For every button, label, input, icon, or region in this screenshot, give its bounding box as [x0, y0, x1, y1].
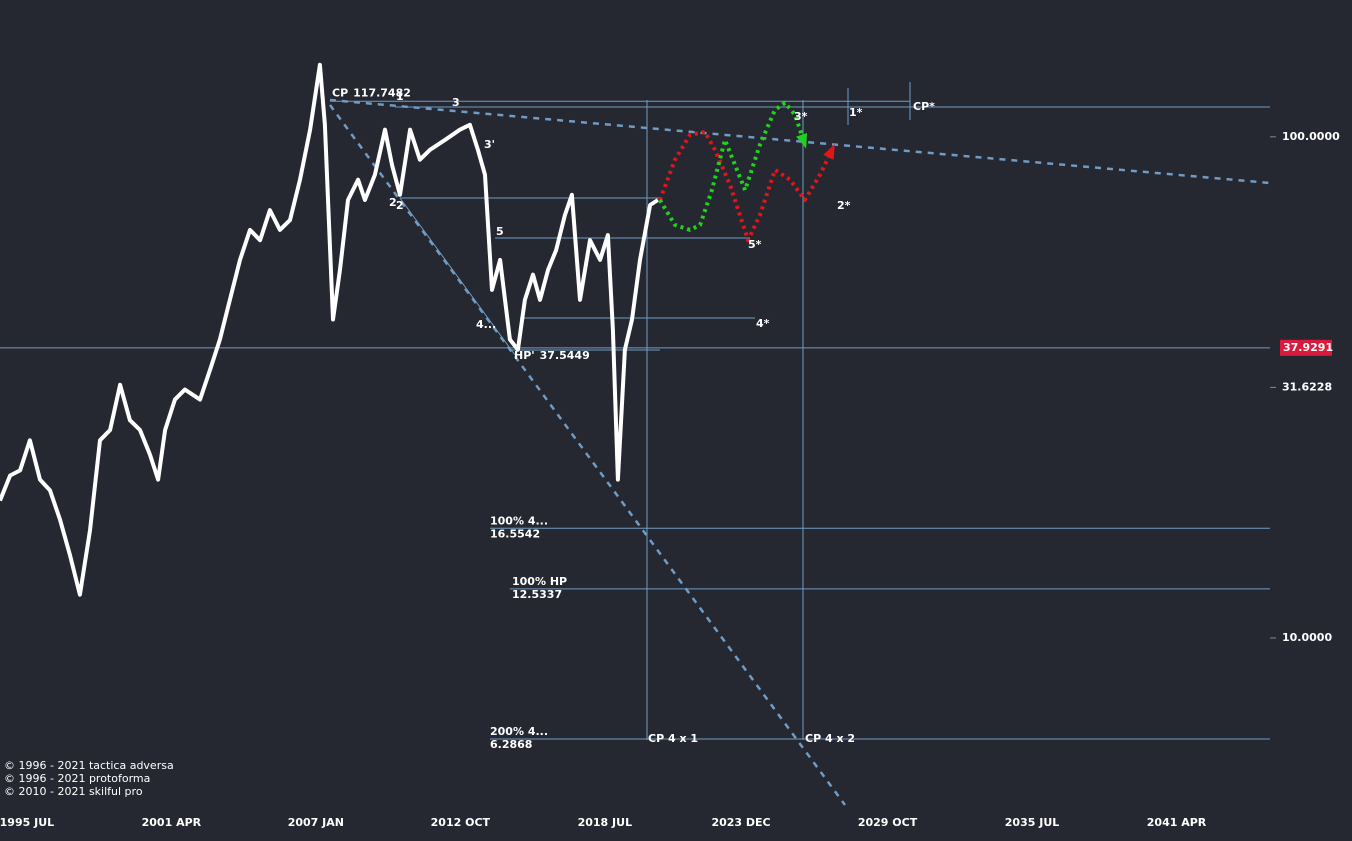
- level-title: CP: [332, 86, 348, 99]
- level-value: 117.7482: [353, 86, 411, 99]
- trend-line: [328, 104, 847, 806]
- level-title: 100% HP: [512, 575, 567, 588]
- projection-line: [658, 129, 835, 243]
- level-value: 37.5449: [540, 349, 590, 362]
- x-tick-label: 2012 OCT: [431, 816, 491, 829]
- annotation: CP 4 x 2: [805, 732, 855, 745]
- level-title: 100% 4...: [490, 514, 548, 527]
- level-title: 200% 4...: [490, 725, 548, 738]
- annotation: CP 4 x 1: [648, 732, 698, 745]
- annotation: 4...: [476, 318, 496, 331]
- trend-line: [329, 98, 1271, 185]
- annotation: 4*: [756, 317, 770, 330]
- annotation: CP*: [913, 100, 935, 113]
- annotation: 2: [389, 196, 397, 209]
- copyright: © 1996 - 2021 tactica adversa: [4, 759, 174, 772]
- y-tick-label: 10.0000: [1282, 631, 1332, 644]
- current-price-label: 37.9291: [1283, 341, 1333, 354]
- annotation: 1: [396, 90, 404, 103]
- projection-arrow: [796, 132, 808, 149]
- decor: [328, 82, 1271, 806]
- x-tick-label: 2001 APR: [142, 816, 202, 829]
- x-tick-label: 2035 JUL: [1005, 816, 1059, 829]
- annotation: 5: [496, 225, 504, 238]
- copyright: © 2010 - 2021 skilful pro: [4, 785, 143, 798]
- level-value: 6.2868: [490, 738, 532, 751]
- copyright: © 1996 - 2021 protoforma: [4, 772, 150, 785]
- y-tick-label: 31.6228: [1282, 380, 1332, 393]
- y-tick-label: 100.0000: [1282, 130, 1340, 143]
- x-tick-label: 1995 JUL: [0, 816, 54, 829]
- annotation: 2: [396, 199, 404, 212]
- annotation: 3: [452, 96, 460, 109]
- x-tick-label: 2029 OCT: [858, 816, 918, 829]
- projection-arrow: [823, 144, 835, 160]
- level-value: 12.5337: [512, 588, 562, 601]
- x-tick-label: 2041 APR: [1147, 816, 1207, 829]
- level-label: CP 117.7482: [332, 86, 411, 99]
- level-label: HP' 37.5449: [514, 349, 590, 362]
- x-tick-label: 2018 JUL: [578, 816, 632, 829]
- annotation: 2*: [837, 199, 851, 212]
- current-price-box: [1280, 339, 1332, 356]
- level-value: 16.5542: [490, 527, 540, 540]
- price-line: [0, 62, 659, 597]
- x-tick-label: 2023 DEC: [711, 816, 770, 829]
- projection-line: [658, 100, 807, 232]
- annotation: 3': [484, 138, 495, 151]
- level-title: HP': [514, 349, 535, 362]
- x-tick-label: 2007 JAN: [288, 816, 344, 829]
- annotation: 1*: [849, 106, 863, 119]
- guide-line: [399, 197, 516, 356]
- annotation: 5*: [748, 238, 762, 251]
- annotation: 3*: [794, 110, 808, 123]
